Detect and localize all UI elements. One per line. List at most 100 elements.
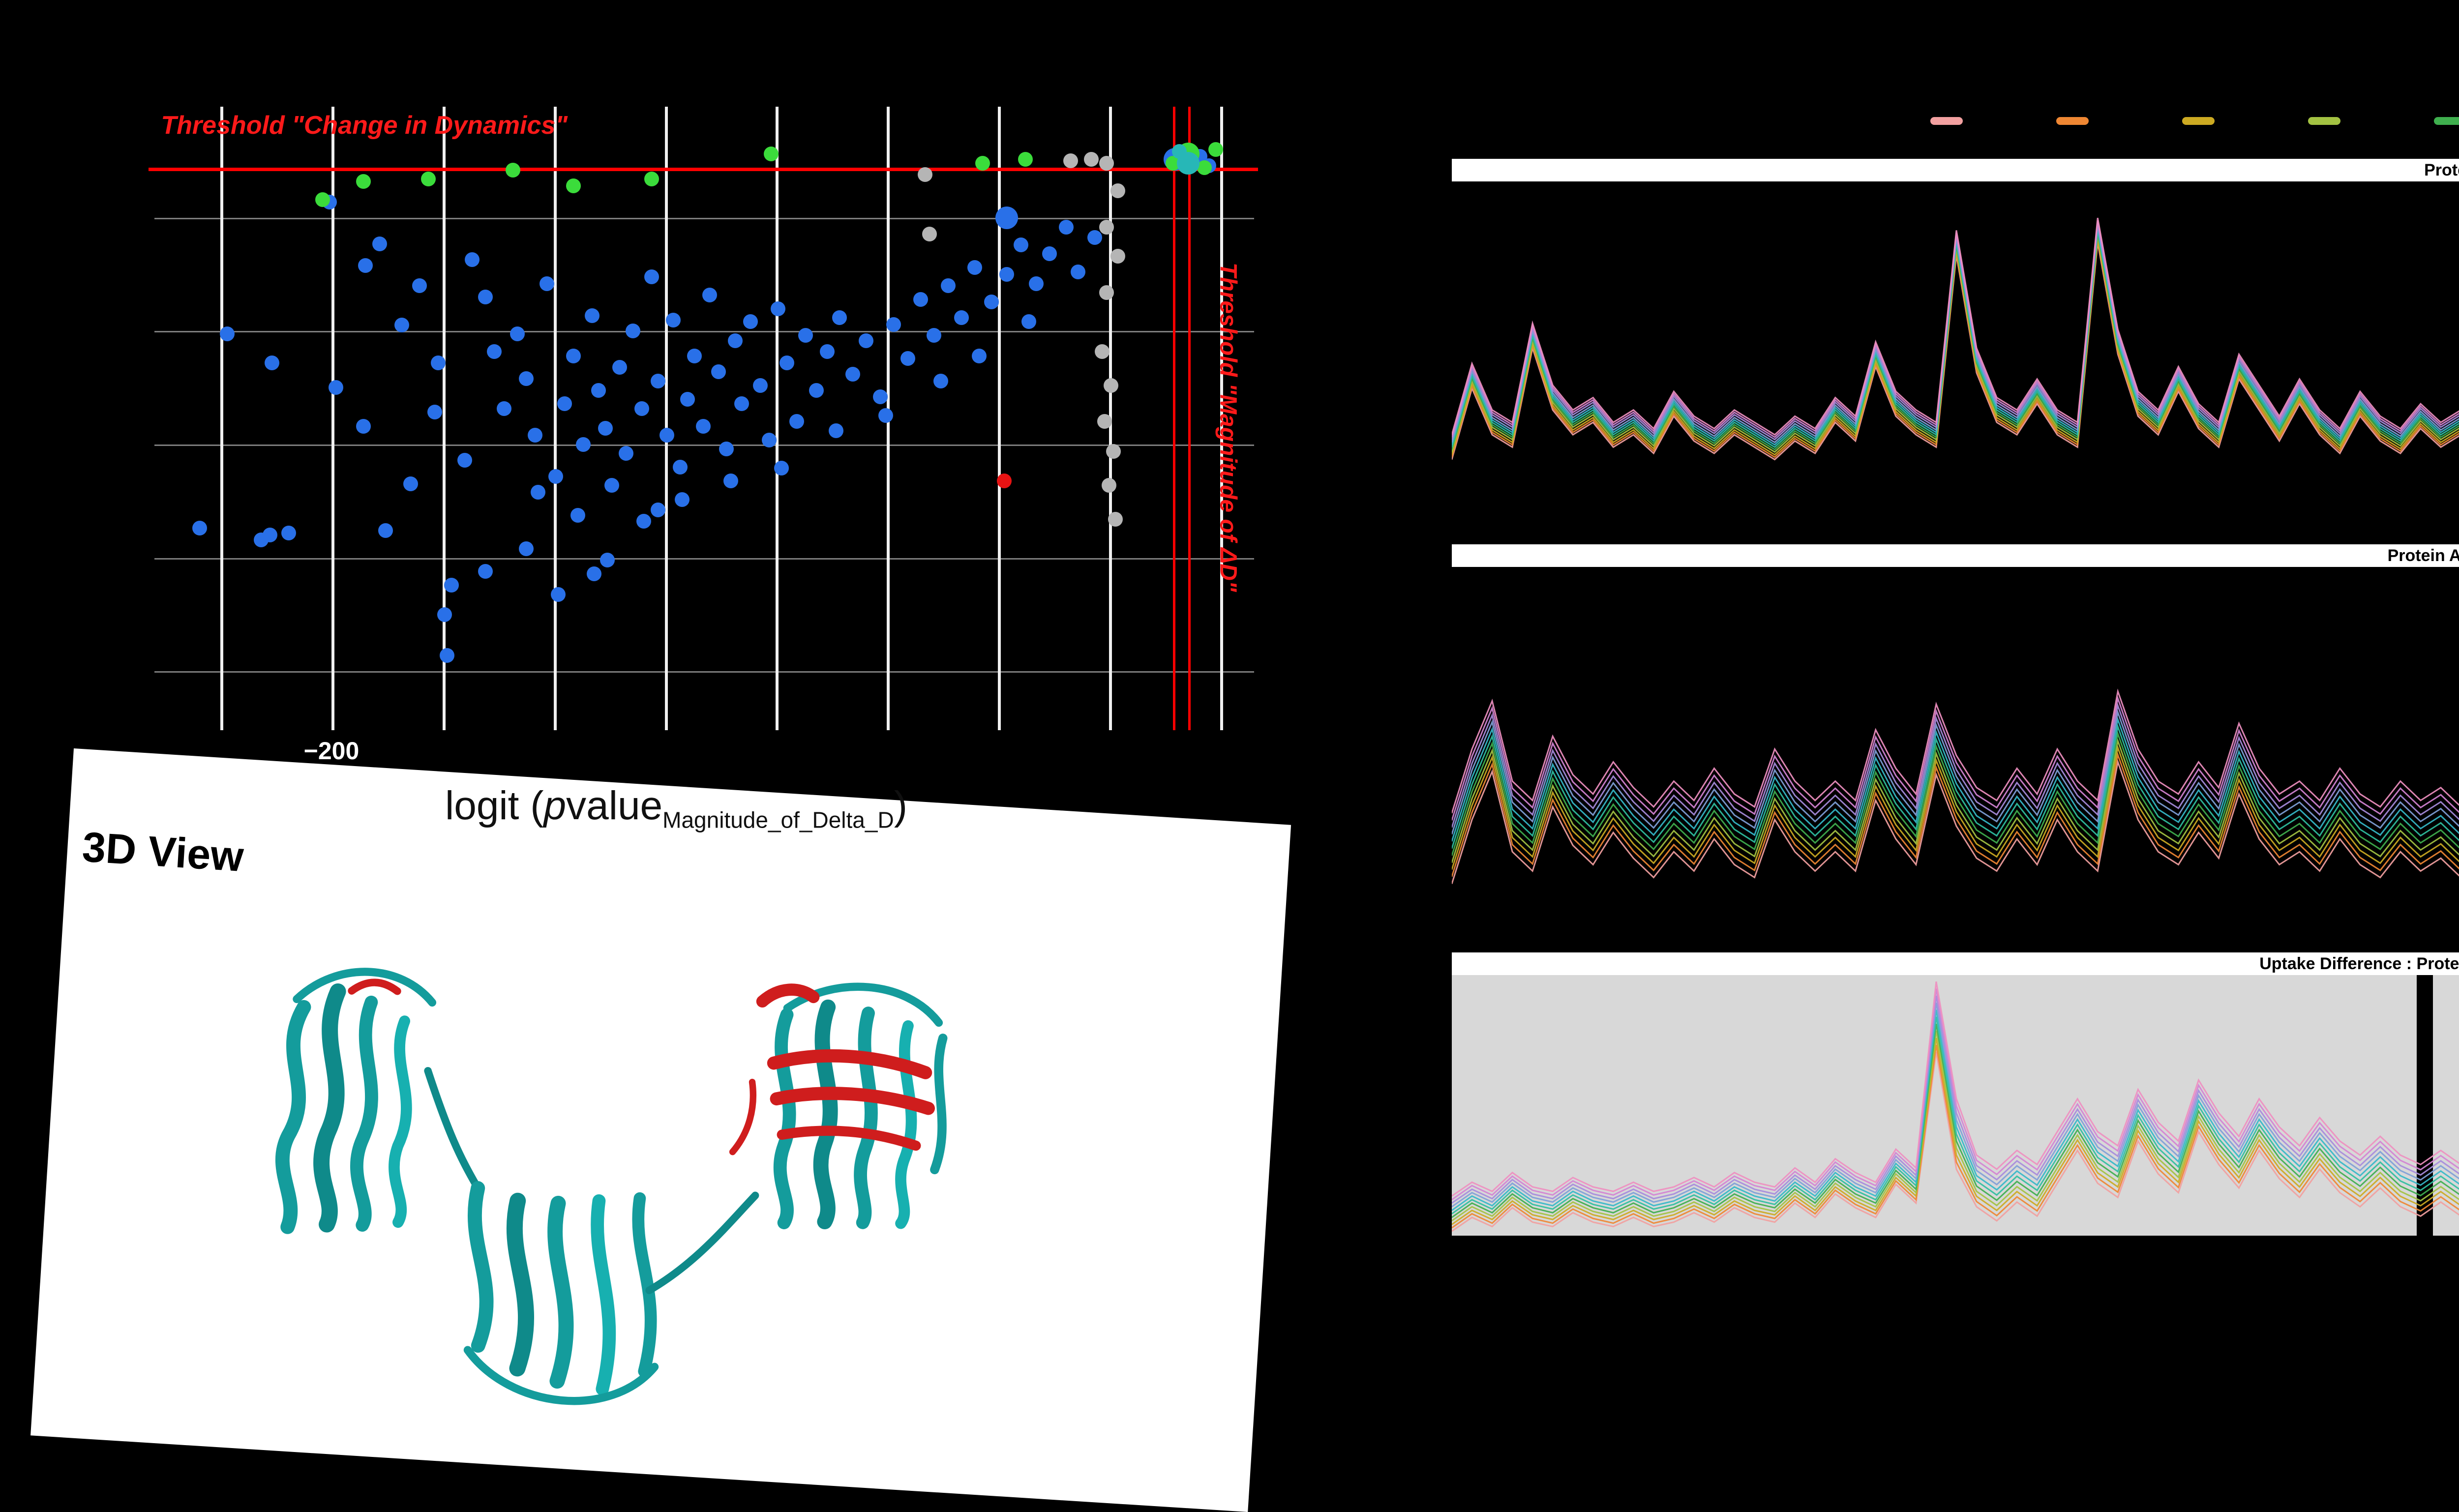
scatter-point[interactable] (644, 269, 659, 285)
scatter-point[interactable] (497, 401, 512, 416)
scatter-point[interactable] (576, 437, 591, 452)
scatter-point[interactable] (659, 428, 674, 443)
scatter-point[interactable] (219, 326, 235, 341)
scatter-point[interactable] (600, 552, 615, 567)
scatter-point[interactable] (798, 328, 813, 343)
scatter-point[interactable] (1087, 230, 1102, 245)
scatter-point[interactable] (858, 333, 873, 348)
scatter-point[interactable] (743, 314, 758, 329)
scatter-point[interactable] (753, 378, 768, 393)
scatter-point[interactable] (1058, 219, 1074, 235)
scatter-point[interactable] (1029, 276, 1044, 292)
scatter-point[interactable] (591, 383, 606, 398)
scatter-point[interactable] (1071, 265, 1086, 280)
scatter-point[interactable] (734, 396, 750, 411)
scatter-point[interactable] (1042, 246, 1057, 262)
scatter-point[interactable] (972, 349, 987, 364)
scatter-point[interactable] (531, 484, 546, 500)
scatter-point[interactable] (1171, 144, 1187, 159)
scatter-point[interactable] (356, 174, 371, 189)
scatter-point[interactable] (1099, 285, 1114, 300)
scatter-point[interactable] (281, 526, 296, 541)
scatter-point[interactable] (625, 324, 640, 339)
scatter-point[interactable] (1063, 153, 1078, 169)
scatter-point[interactable] (1110, 249, 1125, 264)
scatter-point[interactable] (832, 310, 847, 325)
scatter-point[interactable] (1099, 156, 1114, 171)
scatter-point[interactable] (845, 366, 860, 382)
scatter-point[interactable] (723, 473, 738, 488)
scatter-point[interactable] (598, 421, 613, 436)
scatter-point[interactable] (1097, 414, 1112, 429)
scatter-point[interactable] (666, 312, 681, 327)
scatter-point[interactable] (262, 528, 277, 543)
scatter-point[interactable] (789, 414, 804, 429)
scatter-point[interactable] (444, 577, 459, 593)
scatter-point[interactable] (604, 477, 620, 493)
scatter-point[interactable] (927, 328, 942, 343)
scatter-point[interactable] (1106, 444, 1121, 459)
scatter-point[interactable] (420, 172, 436, 187)
scatter-point[interactable] (570, 507, 585, 523)
scatter-point[interactable] (548, 469, 564, 484)
scatter-point[interactable] (636, 514, 652, 529)
scatter-point[interactable] (1013, 237, 1028, 253)
uptake-difference-chart[interactable] (1452, 975, 2459, 1236)
scatter-point[interactable] (566, 178, 581, 194)
scatter-point[interactable] (651, 503, 666, 518)
scatter-point[interactable] (829, 423, 844, 439)
scatter-point[interactable] (356, 419, 371, 434)
scatter-point[interactable] (1095, 344, 1110, 359)
scatter-point[interactable] (933, 373, 948, 388)
legend-swatch-2[interactable] (2182, 117, 2215, 125)
scatter-point[interactable] (872, 389, 888, 404)
scatter-point[interactable] (999, 267, 1014, 282)
scatter-point[interactable] (975, 156, 990, 171)
legend-swatch-4[interactable] (2434, 117, 2459, 125)
scatter-point[interactable] (265, 356, 280, 371)
scatter-point[interactable] (510, 326, 525, 341)
scatter-point[interactable] (1021, 314, 1036, 329)
3d-view-panel[interactable]: 3D View (30, 748, 1291, 1512)
scatter-point[interactable] (619, 446, 634, 461)
scatter-point[interactable] (527, 428, 542, 443)
scatter-point[interactable] (644, 172, 659, 187)
scatter-point[interactable] (774, 461, 789, 476)
scatter-point[interactable] (478, 289, 493, 304)
scatter-point[interactable] (192, 521, 207, 536)
scatter-point[interactable] (651, 373, 666, 388)
scatter-point[interactable] (634, 401, 649, 416)
threshold-line-horizontal[interactable] (149, 168, 1258, 172)
scatter-point[interactable] (403, 476, 418, 492)
protein-structure[interactable] (176, 905, 1071, 1455)
scatter-point[interactable] (1208, 142, 1223, 157)
uptake-chart-protein-a[interactable] (1452, 181, 2459, 526)
scatter-point[interactable] (437, 607, 452, 623)
scatter-point[interactable] (719, 442, 734, 457)
legend-swatch-0[interactable] (1930, 117, 1963, 125)
scatter-point[interactable] (711, 364, 726, 379)
scatter-point[interactable] (557, 396, 572, 411)
scatter-point[interactable] (761, 433, 777, 448)
scatter-point[interactable] (997, 473, 1012, 488)
uptake-chart-protein-a-ligand[interactable] (1452, 567, 2459, 923)
scatter-point[interactable] (672, 459, 688, 474)
scatter-point[interactable] (1101, 477, 1116, 493)
scatter-point[interactable] (1108, 512, 1123, 527)
scatter-point[interactable] (918, 167, 933, 182)
scatter-point[interactable] (702, 287, 718, 302)
scatter-point[interactable] (922, 226, 937, 241)
scatter-point[interactable] (1018, 151, 1033, 167)
scatter-point[interactable] (518, 541, 534, 556)
scatter-point[interactable] (430, 356, 446, 371)
scatter-point[interactable] (518, 371, 534, 386)
scatter-point[interactable] (412, 278, 427, 293)
scatter-point[interactable] (687, 349, 702, 364)
scatter-point[interactable] (695, 419, 711, 434)
scatter-point[interactable] (995, 206, 1018, 229)
threshold-line-vertical[interactable] (1172, 107, 1175, 730)
scatter-point[interactable] (1110, 183, 1125, 199)
scatter-point[interactable] (809, 383, 824, 398)
scatter-point[interactable] (378, 523, 393, 538)
scatter-point[interactable] (566, 349, 581, 364)
